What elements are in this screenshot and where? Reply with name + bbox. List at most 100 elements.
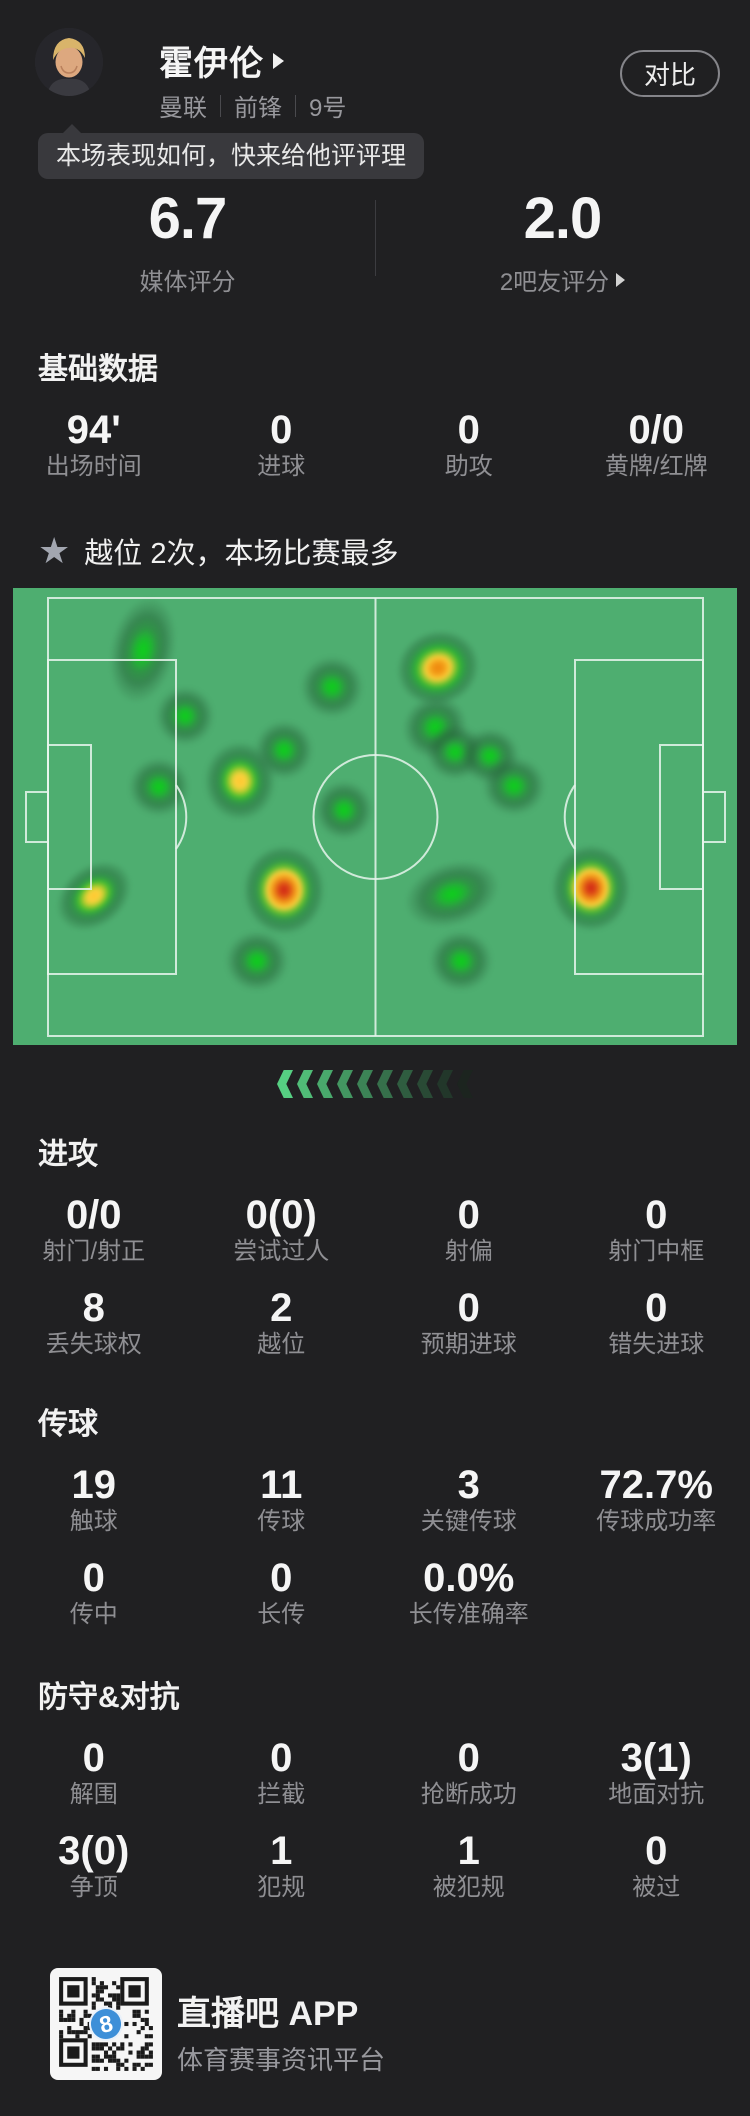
stat-label: 争顶 — [69, 1874, 118, 1901]
separator — [295, 94, 296, 117]
stat-cell: 0 长传 — [188, 1555, 376, 1629]
stat-label: 出场时间 — [45, 453, 142, 480]
stat-cell: 19 触球 — [0, 1462, 188, 1536]
fans-rating-label: 2吧友评分 — [375, 262, 750, 297]
rate-prompt-text: 本场表现如何，快来给他评评理 — [56, 142, 407, 170]
stat-row: 19 触球 11 传球 3 关键传球 72.7% 传球成功率 — [0, 1462, 750, 1536]
media-rating: 6.7 媒体评分 — [0, 188, 375, 297]
stat-label: 射门/射正 — [42, 1238, 146, 1265]
stat-row: 8 丢失球权 2 越位 0 预期进球 0 错失进球 — [0, 1285, 750, 1359]
chevron-right-icon — [273, 52, 284, 69]
stat-value: 0 — [645, 1829, 668, 1873]
stat-value: 11 — [260, 1463, 303, 1507]
stat-row: 0 传中 0 长传 0.0% 长传准确率 — [0, 1555, 750, 1629]
stat-cell: 0/0 黄牌/红牌 — [563, 407, 750, 481]
stat-cell — [563, 1555, 750, 1629]
stat-label: 丢失球权 — [45, 1331, 142, 1358]
stat-label: 越位 — [257, 1331, 306, 1358]
chevron-left-icon — [397, 1070, 413, 1098]
stat-label: 黄牌/红牌 — [604, 453, 708, 480]
stat-label: 地面对抗 — [608, 1781, 705, 1808]
separator — [220, 94, 221, 117]
fans-rating[interactable]: 2.0 2吧友评分 — [375, 188, 750, 297]
media-rating-value: 6.7 — [148, 186, 228, 251]
stat-cell: 0 被过 — [563, 1828, 750, 1902]
stat-label: 被过 — [632, 1874, 681, 1901]
stat-label: 传球 — [257, 1508, 306, 1535]
stat-cell: 72.7% 传球成功率 — [563, 1462, 750, 1536]
section-defense: 防守&对抗 0 解围 0 拦截 0 抢断成功 3(1) 地面对抗 3(0) 争顶 1 犯规 1 被犯规 0 被… — [0, 1680, 750, 1902]
stat-cell: 94' 出场时间 — [0, 407, 188, 481]
section-passing: 传球 19 触球 11 传球 3 关键传球 72.7% 传球成功率 0 传中 0 长传 0.0% 长传准确… — [0, 1407, 750, 1629]
ratings-block: 6.7 媒体评分 2.0 2吧友评分 — [0, 188, 750, 297]
stat-label: 助攻 — [444, 453, 493, 480]
stat-cell: 0 解围 — [0, 1735, 188, 1809]
stat-cell: 3(0) 争顶 — [0, 1828, 188, 1902]
section-title: 进攻 — [38, 1138, 98, 1171]
stat-label: 错失进球 — [608, 1331, 705, 1358]
stat-value: 0 — [270, 1736, 293, 1780]
stat-label: 关键传球 — [420, 1508, 517, 1535]
player-number: 9号 — [309, 95, 347, 122]
stat-value: 19 — [71, 1463, 117, 1507]
stat-label: 拦截 — [257, 1781, 306, 1808]
vertical-divider — [375, 200, 376, 276]
stat-label: 被犯规 — [432, 1874, 505, 1901]
highlight-note-text: 越位 2次，本场比赛最多 — [84, 538, 399, 570]
app-tagline: 体育赛事资讯平台 — [177, 2045, 386, 2075]
stat-label: 射偏 — [444, 1238, 493, 1265]
stat-cell: 0(0) 尝试过人 — [188, 1192, 376, 1266]
stat-value: 0 — [457, 408, 480, 452]
rate-prompt-bubble[interactable]: 本场表现如何，快来给他评评理 — [38, 124, 425, 179]
stat-value: 1 — [270, 1829, 293, 1873]
stat-label: 进球 — [257, 453, 306, 480]
stat-cell: 8 丢失球权 — [0, 1285, 188, 1359]
stat-cell: 0 射偏 — [375, 1192, 563, 1266]
stat-cell: 11 传球 — [188, 1462, 376, 1536]
stat-value: 0 — [457, 1736, 480, 1780]
player-name-row[interactable]: 霍伊伦 — [159, 36, 284, 85]
chevron-left-icon — [277, 1070, 293, 1098]
stat-label: 长传准确率 — [408, 1601, 529, 1628]
stat-label: 传中 — [69, 1601, 118, 1628]
chevron-left-icon — [437, 1070, 453, 1098]
star-icon: ★ — [38, 530, 71, 571]
chevron-left-icon — [377, 1070, 393, 1098]
section-title: 传球 — [38, 1408, 98, 1441]
stat-value: 3(1) — [620, 1736, 692, 1780]
stat-value: 0 — [645, 1193, 668, 1237]
stat-value: 72.7% — [599, 1463, 713, 1507]
stat-value: 0/0 — [628, 408, 685, 452]
stat-value: 0 — [82, 1736, 105, 1780]
player-avatar[interactable] — [35, 28, 103, 96]
chevron-left-icon — [317, 1070, 333, 1098]
stat-cell: 1 被犯规 — [375, 1828, 563, 1902]
attack-direction-chevrons — [0, 1070, 750, 1098]
stat-cell: 0 助攻 — [375, 407, 563, 481]
section-title: 防守&对抗 — [38, 1681, 180, 1714]
stat-value: 1 — [457, 1829, 480, 1873]
stat-value: 2 — [270, 1286, 293, 1330]
highlight-note: ★ 越位 2次，本场比赛最多 — [38, 530, 398, 572]
stat-cell: 3(1) 地面对抗 — [563, 1735, 750, 1809]
chevron-left-icon — [457, 1070, 473, 1098]
compare-button-label: 对比 — [643, 60, 696, 90]
stat-label: 抢断成功 — [420, 1781, 517, 1808]
avatar-illustration — [35, 28, 103, 96]
stat-value: 0 — [270, 1556, 293, 1600]
player-name: 霍伊伦 — [159, 45, 264, 83]
section-basic-data: 基础数据 94' 出场时间 0 进球 0 助攻 0/0 黄牌/红牌 — [0, 352, 750, 481]
stat-cell: 1 犯规 — [188, 1828, 376, 1902]
stat-value: 8 — [82, 1286, 105, 1330]
stat-value: 3 — [457, 1463, 480, 1507]
pitch-lines — [25, 597, 726, 1037]
stat-value: 0(0) — [245, 1193, 317, 1237]
compare-button[interactable]: 对比 — [620, 50, 720, 97]
chevron-left-icon — [337, 1070, 353, 1098]
stat-row: 3(0) 争顶 1 犯规 1 被犯规 0 被过 — [0, 1828, 750, 1902]
stat-cell: 0 拦截 — [188, 1735, 376, 1809]
stat-cell: 0 射门中框 — [563, 1192, 750, 1266]
stat-cell: 0/0 射门/射正 — [0, 1192, 188, 1266]
stat-cell: 3 关键传球 — [375, 1462, 563, 1536]
